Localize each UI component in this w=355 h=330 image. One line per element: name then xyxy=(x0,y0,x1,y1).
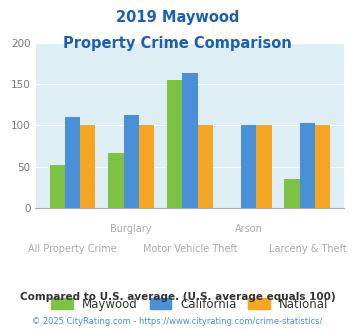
Bar xyxy=(124,115,139,208)
Bar xyxy=(284,179,300,208)
Text: © 2025 CityRating.com - https://www.cityrating.com/crime-statistics/: © 2025 CityRating.com - https://www.city… xyxy=(32,317,323,326)
Text: Larceny & Theft: Larceny & Theft xyxy=(268,244,346,254)
Bar xyxy=(256,125,272,208)
Bar xyxy=(315,125,330,208)
Text: Property Crime Comparison: Property Crime Comparison xyxy=(63,36,292,51)
Bar xyxy=(139,125,154,208)
Bar xyxy=(198,125,213,208)
Text: Motor Vehicle Theft: Motor Vehicle Theft xyxy=(143,244,237,254)
Bar xyxy=(300,123,315,208)
Text: Compared to U.S. average. (U.S. average equals 100): Compared to U.S. average. (U.S. average … xyxy=(20,292,335,302)
Bar xyxy=(80,125,95,208)
Bar xyxy=(241,125,256,208)
Text: 2019 Maywood: 2019 Maywood xyxy=(116,10,239,25)
Bar xyxy=(108,152,124,208)
Legend: Maywood, California, National: Maywood, California, National xyxy=(47,293,333,315)
Bar xyxy=(50,165,65,208)
Text: Arson: Arson xyxy=(235,224,263,234)
Bar xyxy=(65,117,80,208)
Bar xyxy=(167,80,182,208)
Text: Burglary: Burglary xyxy=(110,224,152,234)
Bar xyxy=(182,73,198,208)
Text: All Property Crime: All Property Crime xyxy=(28,244,117,254)
